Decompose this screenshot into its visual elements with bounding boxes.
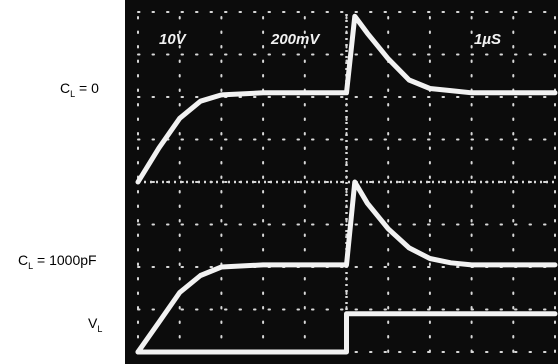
trace-3 (135, 311, 558, 355)
trace-1 (135, 13, 558, 185)
scale-label-volts: 10V (159, 31, 188, 48)
oscilloscope-display: 10V 200mV 1µS (125, 0, 558, 364)
cl-1000pf-label: CL = 1000pF (18, 252, 97, 271)
cl-zero-label: CL = 0 (60, 80, 99, 99)
scale-label-time: 1µS (474, 31, 501, 48)
traces (135, 13, 558, 355)
trace-2 (135, 179, 558, 355)
scale-label-millivolts: 200mV (270, 31, 321, 48)
vl-label: VL (88, 315, 103, 334)
